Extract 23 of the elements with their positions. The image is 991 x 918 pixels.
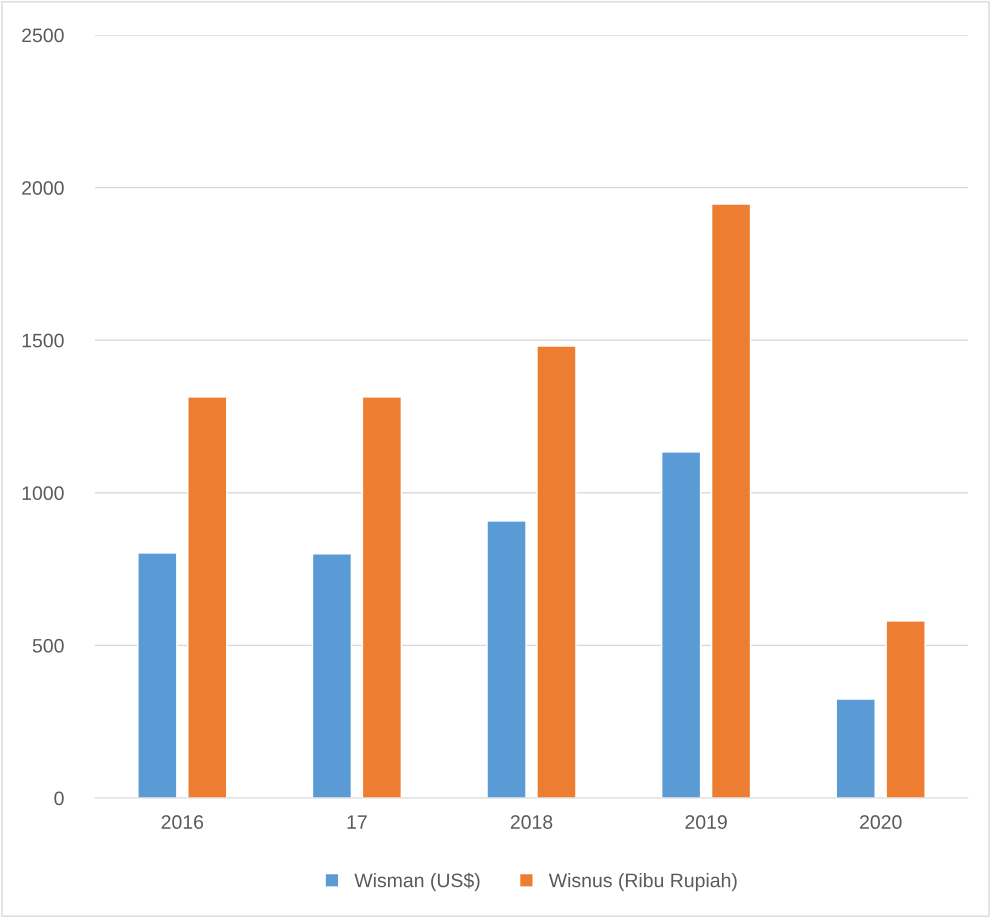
- x-tick-label: 2016: [162, 815, 204, 829]
- legend-label: Wisnus (Ribu Rupiah): [548, 873, 737, 892]
- bar: [886, 620, 926, 798]
- y-tick-label: 1500: [22, 334, 64, 348]
- x-tick-label: 2020: [860, 815, 902, 829]
- y-tick-label: 2000: [22, 181, 64, 195]
- bar: [536, 345, 577, 798]
- bar: [187, 396, 228, 798]
- y-tick-label: 500: [32, 638, 64, 653]
- bar: [362, 396, 402, 798]
- y-tick-label: 2500: [22, 28, 64, 42]
- y-tick-label: 1000: [22, 486, 64, 500]
- legend-label: Wisman (US$): [354, 872, 480, 892]
- bar: [137, 552, 178, 798]
- bar: [710, 203, 752, 798]
- x-tick-label: 2018: [510, 815, 552, 829]
- x-tick-label: 17: [348, 815, 367, 829]
- bar: [486, 520, 527, 798]
- bar: [836, 698, 876, 798]
- y-tick-label: 0: [54, 791, 64, 806]
- bar: [312, 553, 352, 798]
- bar: [660, 451, 702, 798]
- x-tick-label: 2019: [685, 815, 727, 829]
